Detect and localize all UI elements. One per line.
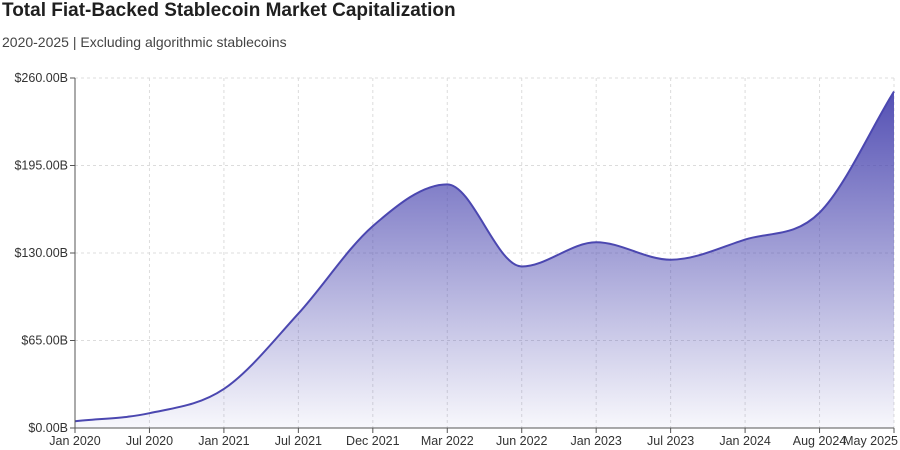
data-point [370, 223, 376, 229]
area-layer [74, 88, 897, 428]
data-point [444, 181, 450, 187]
x-tick-label: Jun 2022 [496, 434, 547, 448]
x-tick-label: May 2025 [843, 434, 898, 448]
chart-title: Total Fiat-Backed Stablecoin Market Capi… [2, 0, 456, 21]
data-point [891, 88, 897, 94]
axes [70, 77, 895, 433]
y-tick-label: $260.00B [14, 71, 68, 85]
x-tick-label: Jan 2024 [719, 434, 770, 448]
data-point [593, 239, 599, 245]
x-tick-label: Jul 2023 [647, 434, 694, 448]
data-point [742, 237, 748, 243]
x-tick-label: Jul 2020 [126, 434, 173, 448]
x-tick-label: Jan 2021 [198, 434, 249, 448]
x-tick-label: Aug 2024 [793, 434, 847, 448]
y-tick-label: $195.00B [14, 159, 68, 173]
x-tick-label: Dec 2021 [346, 434, 400, 448]
x-tick-label: Mar 2022 [421, 434, 474, 448]
y-tick-label: $0.00B [28, 421, 68, 435]
data-point [146, 410, 152, 416]
area-fill [75, 91, 894, 428]
x-tick-label: Jan 2023 [570, 434, 621, 448]
y-tick-label: $65.00B [21, 334, 68, 348]
data-point [817, 210, 823, 216]
tick-labels: $0.00B $65.00B $130.00B $195.00B $260.00B Jan… [14, 71, 898, 448]
data-point [221, 386, 227, 392]
data-point [295, 311, 301, 317]
x-tick-label: Jan 2020 [49, 434, 100, 448]
series-line [74, 90, 895, 423]
x-tick-label: Jul 2021 [275, 434, 322, 448]
y-tick-label: $130.00B [14, 246, 68, 260]
data-point [519, 263, 525, 269]
chart-subtitle: 2020-2025 | Excluding algorithmic stable… [2, 34, 287, 50]
data-point [668, 257, 674, 263]
